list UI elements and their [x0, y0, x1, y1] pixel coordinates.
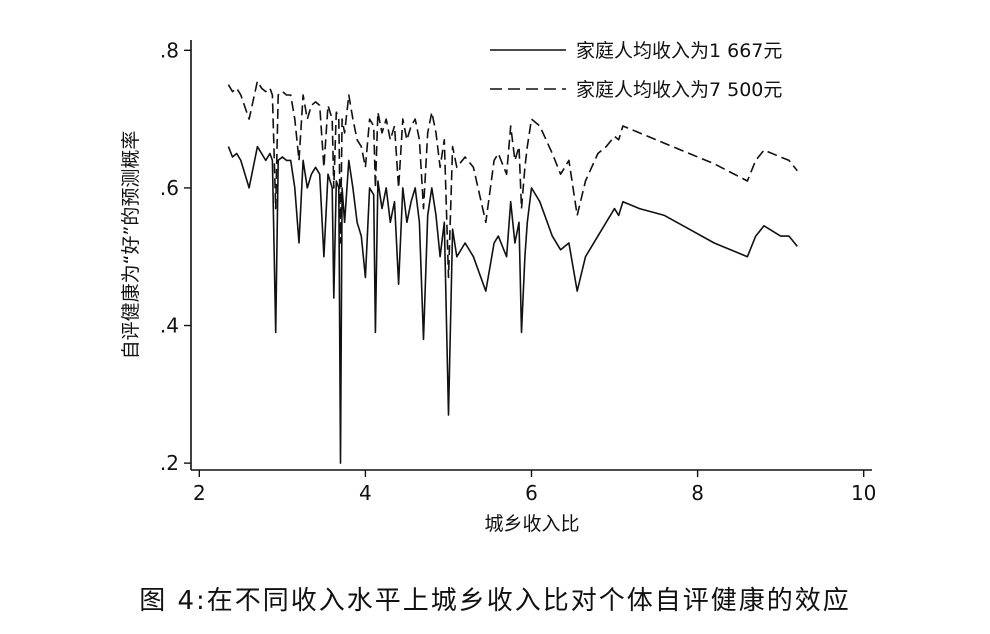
- legend-label-series-2: 家庭人均收入为7 500元: [576, 79, 782, 101]
- plot-area: .2 .4 .6 .8 2 4 6 8 10: [160, 38, 877, 505]
- x-ticks: 2 4 6 8 10: [193, 470, 876, 505]
- x-tick-label: 4: [359, 481, 372, 505]
- x-tick-label: 2: [193, 481, 206, 505]
- y-axis-title: 自评健康为“好”的预测概率: [120, 131, 142, 360]
- legend: 家庭人均收入为1 667元 家庭人均收入为7 500元: [490, 40, 782, 101]
- figure-caption: 图 4:在不同收入水平上城乡收入比对个体自评健康的效应: [139, 586, 851, 616]
- series-line-1: [227, 145, 798, 464]
- y-tick-label: .4: [160, 314, 179, 338]
- series-line-2: [227, 80, 798, 279]
- x-tick-label: 10: [851, 481, 876, 505]
- y-tick-label: .6: [160, 176, 179, 200]
- x-tick-label: 8: [691, 481, 704, 505]
- chart: .2 .4 .6 .8 2 4 6 8 10 家庭人均收入为1 667元 家庭人均收入为7 5…: [120, 38, 877, 535]
- x-tick-label: 6: [525, 481, 538, 505]
- y-tick-label: .8: [160, 38, 179, 62]
- series-lines: [227, 80, 798, 464]
- legend-label-series-1: 家庭人均收入为1 667元: [576, 40, 782, 62]
- y-ticks: .2 .4 .6 .8: [160, 38, 191, 475]
- x-axis-title: 城乡收入比: [484, 513, 579, 535]
- y-tick-label: .2: [160, 451, 179, 475]
